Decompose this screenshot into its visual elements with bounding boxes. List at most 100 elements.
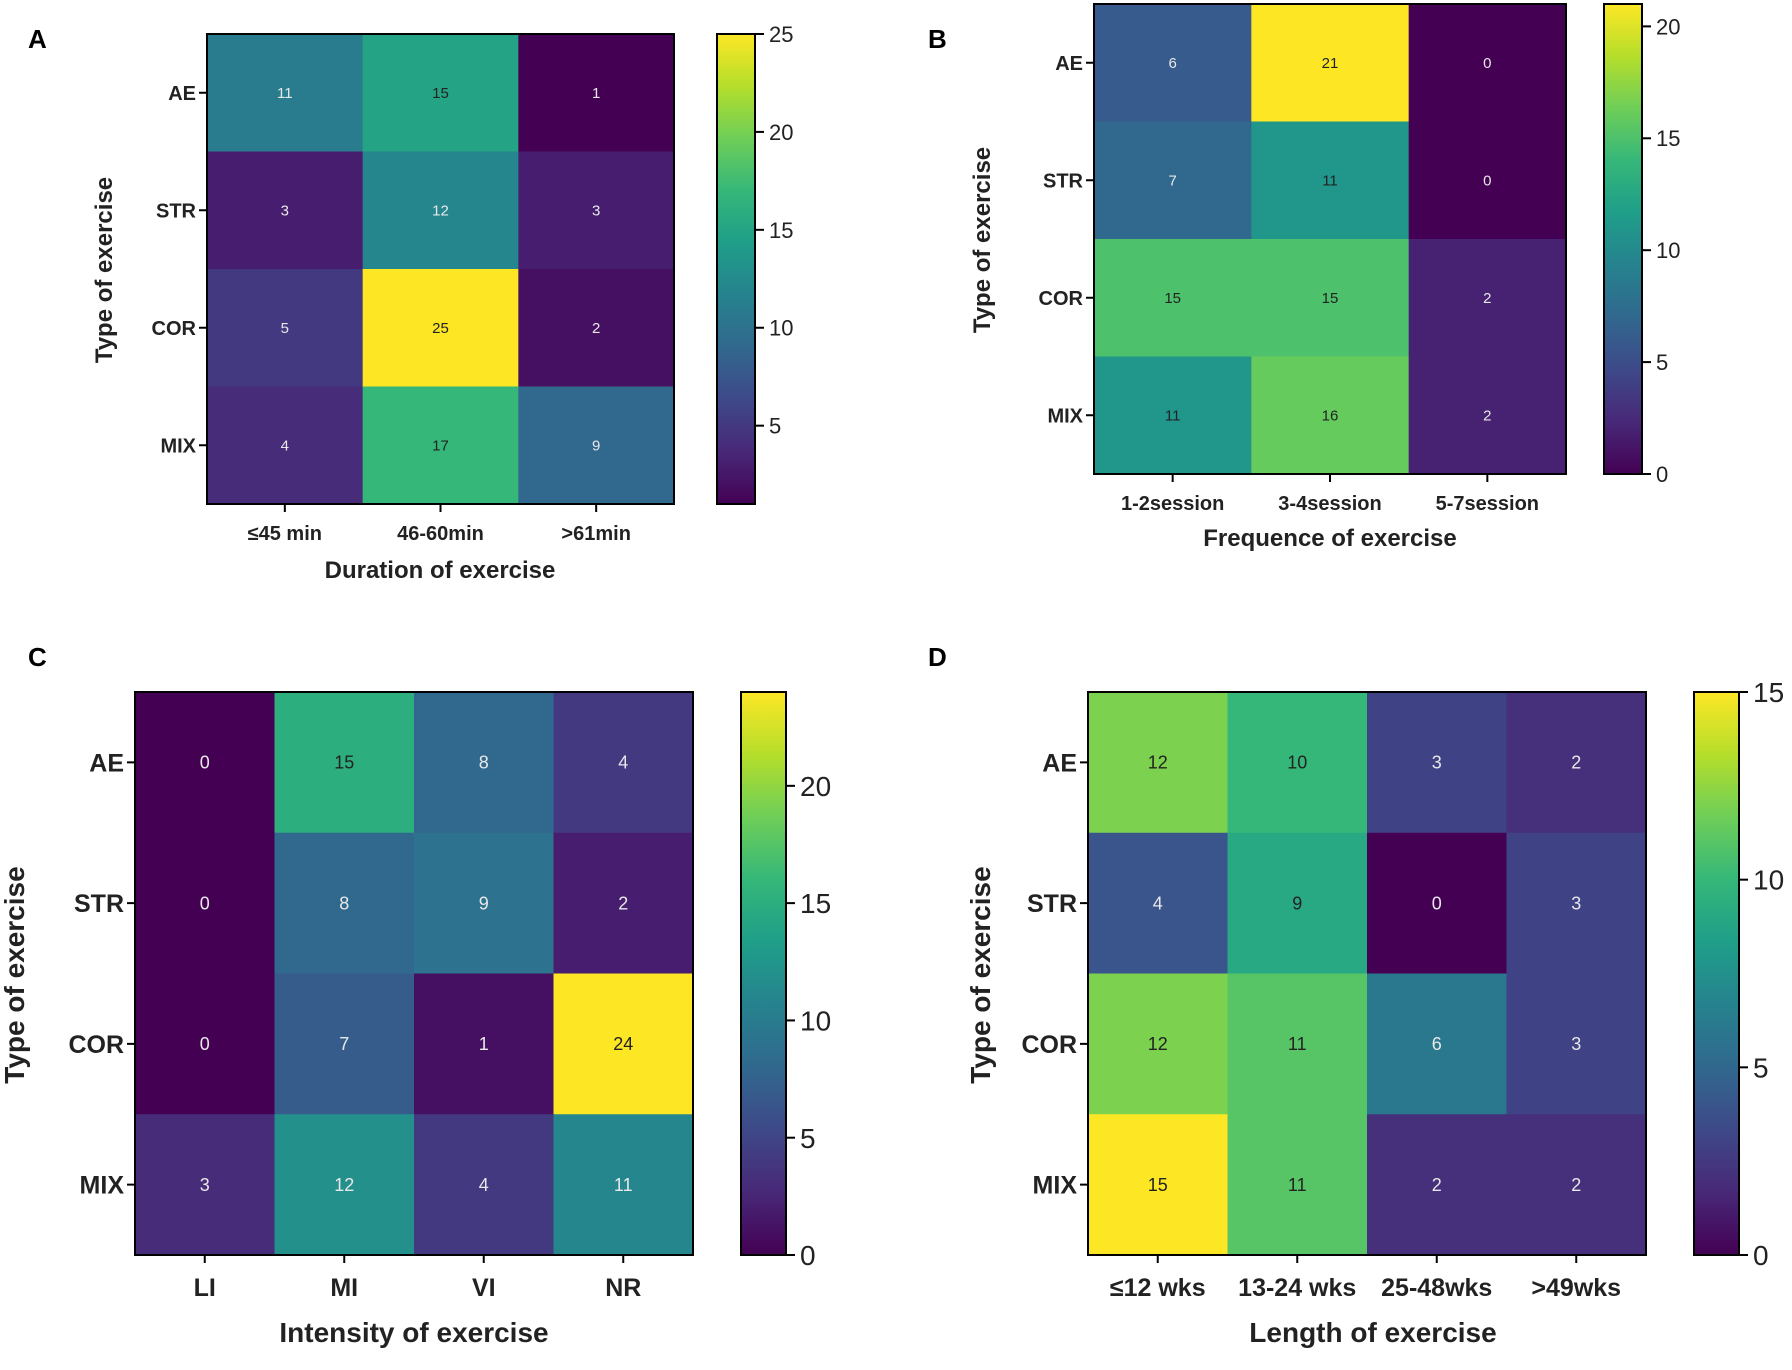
- colorbar-tick-label: 5: [769, 414, 781, 439]
- cell-value-label: 2: [1571, 1175, 1581, 1195]
- heatmap-cell: [1094, 356, 1252, 475]
- heatmap-cell: [1506, 692, 1647, 834]
- cell-value-label: 0: [200, 753, 210, 773]
- cell-value-label: 4: [618, 753, 628, 773]
- cell-value-label: 3: [1432, 753, 1442, 773]
- x-tick-label: NR: [605, 1274, 641, 1302]
- colorbar-tick-label: 0: [1656, 462, 1668, 487]
- y-tick-label: STR: [1043, 170, 1084, 192]
- colorbar-tick-label: 0: [800, 1240, 816, 1271]
- heatmap-cell: [135, 692, 275, 834]
- cell-value-label: 15: [334, 753, 354, 773]
- heatmap-cell: [1367, 832, 1507, 974]
- colorbar-tick-label: 10: [1753, 865, 1784, 896]
- cell-value-label: 3: [1571, 893, 1581, 913]
- heatmap-cell: [1094, 121, 1252, 240]
- heatmap-cell: [1094, 4, 1252, 122]
- heatmap-cell: [1088, 692, 1228, 834]
- colorbar: [1603, 3, 1643, 475]
- heatmap-cell: [207, 34, 364, 152]
- panel-letter: A: [28, 24, 47, 54]
- y-tick-label: MIX: [80, 1172, 125, 1200]
- colorbar-tick-label: 15: [800, 888, 831, 919]
- cell-value-label: 1: [479, 1034, 489, 1054]
- heatmap-cell: [553, 692, 694, 834]
- heatmap-cell: [518, 386, 675, 505]
- cell-value-label: 11: [1322, 173, 1338, 190]
- colorbar-tick-label: 5: [800, 1123, 816, 1154]
- x-tick-label: >61min: [561, 523, 630, 545]
- heatmap-cell: [1227, 832, 1368, 974]
- cell-value-label: 2: [1571, 753, 1581, 773]
- y-axis-title: Type of exercise: [969, 147, 996, 333]
- cell-value-label: 1: [592, 85, 600, 102]
- heatmap-cell: [1408, 239, 1567, 357]
- y-tick-label: MIX: [1033, 1172, 1078, 1200]
- cell-value-label: 16: [1322, 408, 1339, 425]
- x-tick-label: ≤45 min: [248, 523, 322, 545]
- heatmap-cell: [274, 973, 415, 1115]
- cell-value-label: 3: [592, 203, 600, 220]
- cell-value-label: 15: [1148, 1175, 1168, 1195]
- x-axis-title: Length of exercise: [1249, 1317, 1496, 1348]
- colorbar-tick-label: 0: [1753, 1240, 1769, 1271]
- heatmap-cell: [1251, 356, 1410, 475]
- x-tick-label: VI: [472, 1274, 496, 1302]
- heatmap-cell: [1251, 121, 1410, 240]
- cell-value-label: 11: [1165, 408, 1181, 425]
- cell-value-label: 24: [613, 1034, 633, 1054]
- heatmap-cell: [1227, 1114, 1368, 1256]
- y-axis-title: Type of exercise: [0, 866, 30, 1083]
- cell-value-label: 9: [479, 893, 489, 913]
- cell-value-label: 8: [479, 753, 489, 773]
- cell-value-label: 2: [592, 320, 600, 337]
- y-tick-label: AE: [168, 83, 196, 105]
- x-tick-label: 25-48wks: [1381, 1274, 1492, 1302]
- heatmap-panel-a: A 11 15 1 3 12 3 5 25 2 4 17 9 AE STR COR MIX ≤45 min 46-6…: [28, 22, 793, 584]
- cell-value-label: 15: [1322, 290, 1339, 307]
- y-tick-label: STR: [74, 890, 124, 918]
- heatmap-cell: [1094, 239, 1252, 357]
- colorbar-tick-label: 5: [1753, 1052, 1769, 1083]
- cell-value-label: 17: [432, 438, 449, 455]
- panel-letter: C: [28, 642, 47, 672]
- heatmap-cell: [362, 269, 519, 387]
- colorbar-tick-label: 15: [769, 218, 793, 243]
- cell-value-label: 12: [334, 1175, 354, 1195]
- heatmap-cell: [207, 151, 364, 270]
- y-axis-title: Type of exercise: [91, 177, 118, 363]
- heatmap-cell: [1367, 973, 1507, 1115]
- cell-value-label: 3: [200, 1175, 210, 1195]
- y-tick-label: COR: [68, 1031, 124, 1059]
- heatmap-cell: [518, 269, 675, 387]
- y-tick-label: AE: [89, 749, 124, 777]
- x-tick-label: 5-7session: [1436, 493, 1539, 515]
- heatmap-cell: [518, 151, 675, 270]
- colorbar-tick-label: 20: [800, 771, 831, 802]
- heatmap-cell: [1506, 1114, 1647, 1256]
- colorbar-tick-label: 10: [800, 1005, 831, 1036]
- heatmap-cell: [1227, 973, 1368, 1115]
- colorbar-tick-label: 10: [1656, 238, 1680, 263]
- cell-value-label: 12: [1148, 1034, 1168, 1054]
- cell-value-label: 9: [592, 438, 600, 455]
- cell-value-label: 7: [1168, 173, 1176, 190]
- heatmap-cell: [414, 832, 554, 974]
- cell-value-label: 0: [1432, 893, 1442, 913]
- colorbar: [1693, 691, 1740, 1256]
- cell-value-label: 15: [432, 85, 449, 102]
- y-tick-label: COR: [1021, 1031, 1077, 1059]
- heatmap-cell: [362, 386, 519, 505]
- heatmap-cell: [1251, 4, 1410, 122]
- heatmap-cell: [207, 386, 364, 505]
- y-tick-label: COR: [1039, 288, 1084, 310]
- heatmap-cell: [1408, 121, 1567, 240]
- y-tick-label: STR: [1027, 890, 1077, 918]
- cell-value-label: 2: [1483, 408, 1491, 425]
- heatmap-cell: [1506, 973, 1647, 1115]
- cell-value-label: 12: [1148, 753, 1168, 773]
- colorbar-tick-label: 20: [1656, 14, 1680, 39]
- heatmap-cell: [1251, 239, 1410, 357]
